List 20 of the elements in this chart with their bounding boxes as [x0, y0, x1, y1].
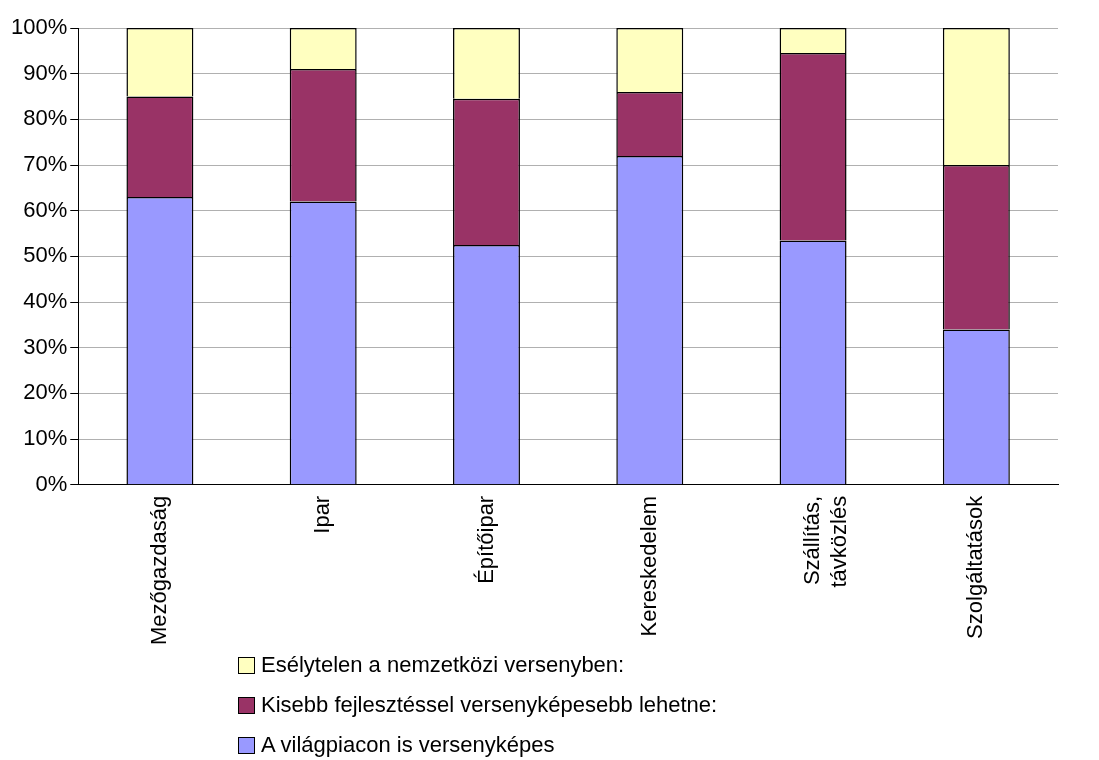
- y-tick-label: 100%: [10, 14, 68, 40]
- y-tick-label: 70%: [23, 151, 68, 177]
- legend-label: Esélytelen a nemzetközi versenyben:: [261, 652, 625, 678]
- y-tick-label: 10%: [23, 425, 68, 451]
- y-tick-label: 0%: [35, 470, 68, 496]
- x-tick-label: Szállítás, távközlés: [799, 495, 851, 588]
- x-tick-label: Kereskedelem: [635, 495, 661, 637]
- x-tick-label: Szolgáltatások: [962, 494, 988, 639]
- legend-label: A világpiacon is versenyképes: [261, 732, 555, 758]
- y-tick-label: 30%: [23, 333, 68, 359]
- x-tick-label: Ipar: [309, 495, 335, 534]
- y-tick-label: 90%: [23, 59, 68, 85]
- y-tick-label: 40%: [23, 288, 68, 314]
- y-tick-label: 60%: [23, 196, 68, 222]
- x-tick-label: Építőipar: [472, 495, 498, 584]
- y-tick-label: 20%: [23, 379, 68, 405]
- legend-label: Kisebb fejlesztéssel versenyképesebb lehetne:: [261, 692, 718, 718]
- y-tick-label: 50%: [23, 242, 68, 268]
- y-tick-label: 80%: [23, 105, 68, 131]
- x-tick-label: Mezőgazdaság: [145, 495, 171, 646]
